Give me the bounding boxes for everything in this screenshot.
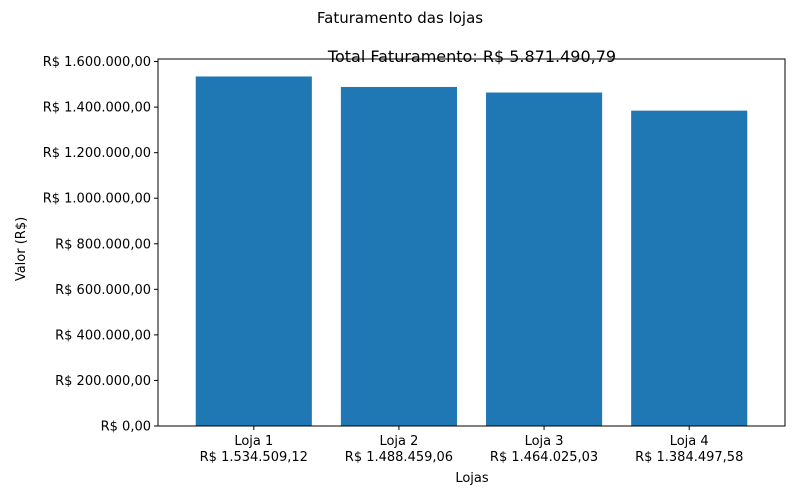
y-tick-label: R$ 0,00 <box>101 420 151 435</box>
y-tick-label: R$ 1.600.000,00 <box>43 55 151 70</box>
chart-title: Total Faturamento: R$ 5.871.490,79 <box>327 47 616 66</box>
x-tick-label: Loja 3 <box>525 434 564 449</box>
x-tick-value-label: R$ 1.534.509,12 <box>200 450 308 465</box>
x-tick-value-label: R$ 1.384.497,58 <box>635 450 743 465</box>
y-tick-label: R$ 400.000,00 <box>55 328 151 343</box>
chart-suptitle: Faturamento das lojas <box>317 9 483 27</box>
y-axis-label: Valor (R$) <box>14 217 29 281</box>
y-tick-label: R$ 1.200.000,00 <box>43 146 151 161</box>
y-tick-label: R$ 600.000,00 <box>55 283 151 298</box>
y-tick-label: R$ 800.000,00 <box>55 237 151 252</box>
y-axis-ticks: R$ 0,00 R$ 200.000,00 R$ 400.000,00 R$ 600.… <box>43 55 158 435</box>
x-tick-label: Loja 4 <box>670 434 709 449</box>
bar-loja-2 <box>340 86 457 426</box>
y-tick-label: R$ 1.000.000,00 <box>43 192 151 207</box>
bar-loja-3 <box>486 92 603 426</box>
x-tick-label: Loja 2 <box>379 434 418 449</box>
bar-loja-1 <box>195 76 312 426</box>
x-tick-value-label: R$ 1.464.025,03 <box>490 450 598 465</box>
y-tick-label: R$ 1.400.000,00 <box>43 101 151 116</box>
x-axis-ticks: Loja 1R$ 1.534.509,12 Loja 2R$ 1.488.459,… <box>200 426 743 465</box>
x-axis-label: Lojas <box>455 471 489 486</box>
x-tick-label: Loja 1 <box>234 434 273 449</box>
bars-group <box>195 76 748 426</box>
x-tick-value-label: R$ 1.488.459,06 <box>345 450 453 465</box>
plot-frame <box>157 58 786 427</box>
y-tick-label: R$ 200.000,00 <box>55 374 151 389</box>
bar-loja-4 <box>631 110 748 426</box>
